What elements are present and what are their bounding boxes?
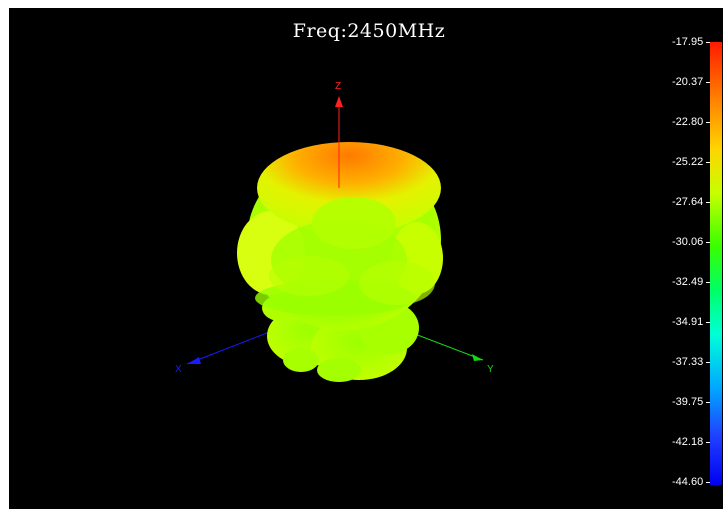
y-axis-label: Y	[487, 364, 494, 375]
colorbar-tick-mark	[706, 322, 710, 323]
colorbar-tick-label: -39.75	[672, 396, 704, 408]
colorbar-tick-label: -22.80	[672, 116, 704, 128]
colorbar-tick-label: -44.60	[672, 476, 704, 488]
colorbar-tick-label: -37.33	[672, 356, 704, 368]
colorbar-tick-mark	[706, 122, 710, 123]
plot-window: X Y	[9, 8, 723, 509]
colorbar-tick-label: -20.37	[672, 76, 704, 88]
colorbar-tick-mark	[706, 362, 710, 363]
radiation-pattern-3d-view[interactable]: X Y	[9, 8, 664, 509]
z-axis: Z	[335, 81, 343, 188]
z-axis-label: Z	[335, 81, 341, 92]
colorbar-tick-mark	[706, 402, 710, 403]
colorbar-tick-mark	[706, 282, 710, 283]
colorbar-gradient	[710, 42, 722, 485]
x-axis-label: X	[175, 364, 182, 375]
main-lobe	[237, 142, 443, 330]
colorbar-tick-label: -34.91	[672, 316, 704, 328]
frequency-title: Freq:2450MHz	[292, 20, 446, 42]
colorbar-tick-label: -32.49	[672, 276, 704, 288]
colorbar-tick-mark	[706, 202, 710, 203]
colorbar-tick-mark	[706, 442, 710, 443]
colorbar-tick-mark	[706, 42, 710, 43]
colorbar-tick-label: -30.06	[672, 236, 704, 248]
colorbar-tick-mark	[706, 162, 710, 163]
colorbar-tick-label: -42.18	[672, 436, 704, 448]
colorbar-tick-label: -27.64	[672, 196, 704, 208]
colorbar-tick-mark	[706, 242, 710, 243]
colorbar-tick-label: -25.22	[672, 156, 704, 168]
colorbar-tick-mark	[706, 482, 710, 483]
colorbar-tick-mark	[706, 82, 710, 83]
colorbar-tick-label: -17.95	[672, 36, 704, 48]
